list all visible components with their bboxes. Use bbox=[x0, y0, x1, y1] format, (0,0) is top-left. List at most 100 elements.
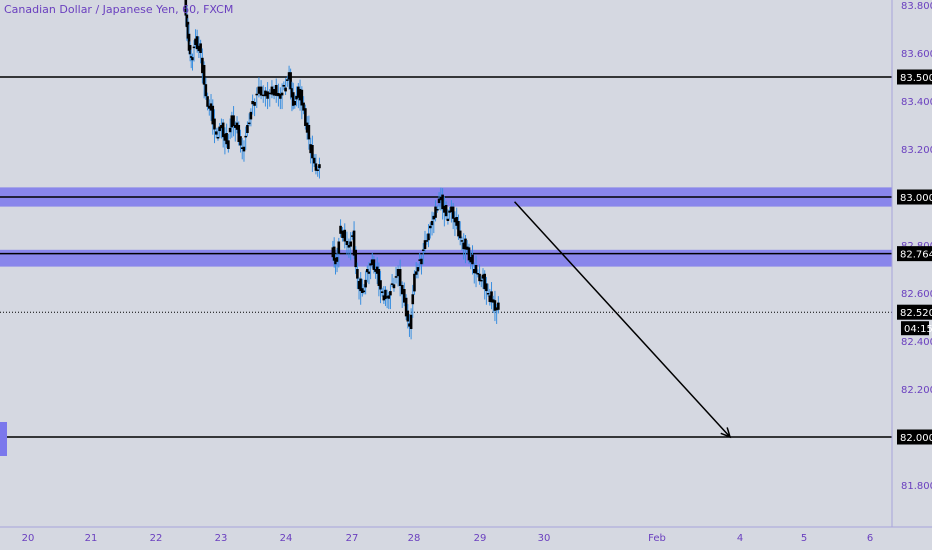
candle-body bbox=[370, 259, 374, 265]
chart-title: Canadian Dollar / Japanese Yen, 60, FXCM bbox=[4, 3, 234, 16]
candle-body bbox=[244, 135, 247, 138]
candle-body bbox=[307, 125, 311, 140]
y-tick-label: 83.800 bbox=[901, 1, 932, 12]
candle-body bbox=[213, 118, 216, 130]
candle-body bbox=[211, 105, 215, 125]
candle-body bbox=[469, 257, 473, 263]
candle-body bbox=[483, 273, 486, 290]
candle-body bbox=[425, 240, 429, 242]
candle-body bbox=[493, 300, 497, 311]
candle-body bbox=[345, 241, 349, 245]
candle-body bbox=[291, 92, 295, 106]
candle-body bbox=[185, 14, 189, 28]
candle-body bbox=[365, 269, 369, 273]
candle-body bbox=[464, 238, 467, 250]
candle-body bbox=[478, 273, 481, 282]
candle-body bbox=[209, 103, 213, 111]
candle-body bbox=[394, 276, 398, 278]
candle-body bbox=[240, 147, 244, 149]
candle-body bbox=[462, 242, 466, 250]
candle-body bbox=[416, 267, 420, 272]
candle-body bbox=[184, 0, 188, 16]
candle-body bbox=[251, 101, 254, 105]
candle-body bbox=[375, 266, 379, 274]
price-level-badge-2-label: 82.764 bbox=[900, 250, 932, 261]
candle-body bbox=[356, 269, 359, 279]
candle-body bbox=[208, 105, 211, 109]
candle-body bbox=[227, 140, 230, 149]
candle-body bbox=[361, 288, 364, 293]
candle-body bbox=[421, 249, 425, 251]
candle-body bbox=[311, 145, 314, 159]
candle-body bbox=[374, 269, 377, 272]
candle-body bbox=[316, 169, 319, 171]
candle-body bbox=[331, 247, 335, 258]
countdown-badge-bg bbox=[901, 321, 929, 336]
candle-body bbox=[455, 217, 458, 226]
candle-body bbox=[280, 92, 284, 96]
candle-body bbox=[367, 271, 371, 274]
candle-body bbox=[396, 269, 400, 277]
candle-body bbox=[446, 218, 450, 221]
candle-body bbox=[218, 126, 221, 132]
candle-body bbox=[334, 257, 337, 265]
candle-body bbox=[255, 93, 259, 96]
x-tick-label: 28 bbox=[408, 533, 421, 544]
candle-body bbox=[467, 247, 471, 261]
candle-body bbox=[201, 57, 204, 74]
x-tick-label: 23 bbox=[215, 533, 228, 544]
candle-body bbox=[235, 122, 239, 130]
candle-body bbox=[364, 279, 367, 288]
candle-body bbox=[451, 206, 455, 219]
candle-body bbox=[441, 194, 444, 210]
candle-body bbox=[272, 89, 276, 96]
candle-body bbox=[457, 221, 460, 237]
candle-body bbox=[274, 85, 278, 96]
candle-body bbox=[266, 91, 269, 99]
candle-body bbox=[188, 45, 192, 55]
candle-body bbox=[362, 290, 366, 293]
x-tick-label: 29 bbox=[474, 533, 487, 544]
candle-body bbox=[491, 299, 495, 303]
candle-body bbox=[420, 258, 423, 265]
candle-body bbox=[279, 93, 282, 99]
candle-body bbox=[448, 210, 451, 213]
candle-body bbox=[287, 72, 291, 80]
candle-body bbox=[261, 94, 265, 97]
candle-body bbox=[432, 215, 436, 220]
x-tick-label: 5 bbox=[801, 533, 807, 544]
candle-body bbox=[352, 230, 356, 256]
candle-body bbox=[389, 291, 392, 296]
candle-body bbox=[411, 294, 415, 305]
candle-body bbox=[270, 86, 274, 95]
candle-body bbox=[382, 295, 386, 301]
candle-body bbox=[351, 235, 354, 237]
candle-body bbox=[409, 314, 413, 329]
candle-body bbox=[472, 269, 476, 274]
candle-body bbox=[290, 88, 294, 98]
y-tick-label: 81.800 bbox=[901, 481, 932, 492]
candle-body bbox=[242, 146, 246, 152]
candle-body bbox=[384, 289, 387, 300]
candle-body bbox=[289, 72, 292, 90]
zone-1 bbox=[0, 249, 892, 267]
candle-body bbox=[335, 257, 339, 262]
y-tick-label: 82.400 bbox=[901, 337, 932, 348]
candle-body bbox=[191, 57, 194, 61]
candle-body bbox=[418, 259, 422, 261]
candle-body bbox=[443, 205, 446, 213]
candle-body bbox=[309, 144, 312, 154]
price-level-badge-3-label: 82.000 bbox=[900, 433, 932, 444]
candle-body bbox=[406, 310, 410, 322]
candle-body bbox=[246, 125, 249, 133]
candle-body bbox=[372, 259, 376, 270]
candle-body bbox=[474, 265, 478, 274]
candle-body bbox=[257, 86, 261, 94]
x-tick-label: 24 bbox=[280, 533, 293, 544]
price-level-badge-1-bg bbox=[897, 189, 932, 205]
candle-body bbox=[341, 230, 344, 238]
projection-arrow bbox=[514, 201, 732, 439]
candle-body bbox=[437, 198, 441, 204]
candle-body bbox=[460, 240, 464, 242]
